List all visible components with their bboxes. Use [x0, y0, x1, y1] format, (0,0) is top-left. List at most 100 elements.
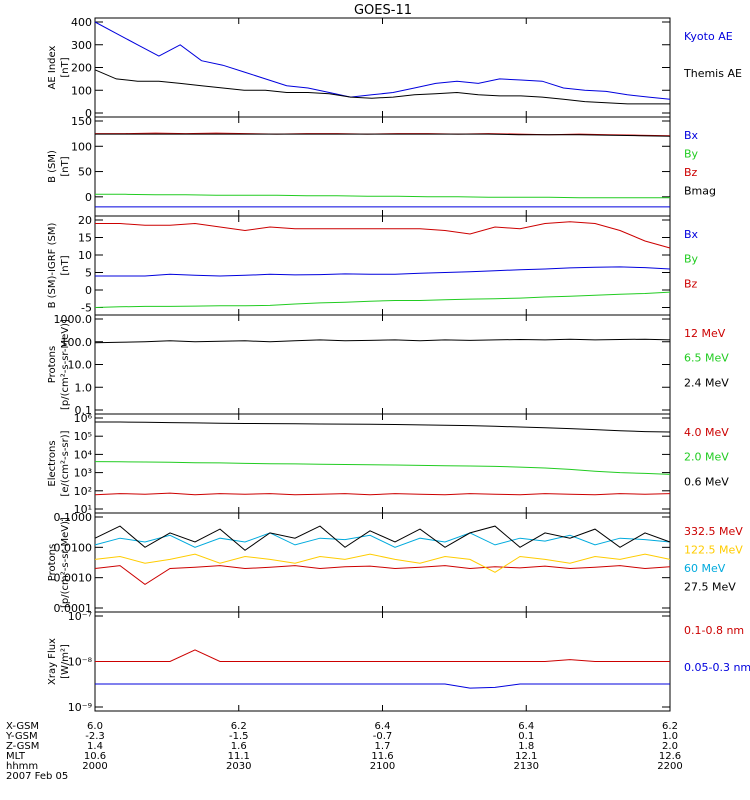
- y-tick-label-4-1: 10²: [74, 485, 92, 498]
- footer-value-0-1: 6.2: [231, 721, 247, 732]
- footer-value-1-2: -0.7: [373, 731, 393, 742]
- footer-value-4-0: 2000: [82, 761, 107, 772]
- footer-value-4-2: 2100: [370, 761, 395, 772]
- legend-label-5-1: 122.5 MeV: [684, 543, 743, 556]
- legend-label-3-1: 6.5 MeV: [684, 352, 729, 365]
- y-tick-label-3-2: 10.0: [68, 359, 93, 372]
- footer-value-0-0: 6.0: [87, 721, 103, 732]
- footer-value-4-1: 2030: [226, 761, 251, 772]
- series-line-4-0: [94, 492, 671, 496]
- panel-frame-2: [94, 215, 671, 316]
- y-tick-label-2-5: 20: [78, 214, 92, 227]
- panel-frame-3: [94, 314, 671, 415]
- y-tick-label-1-0: 0: [85, 191, 92, 204]
- y-tick-label-0-3: 300: [71, 39, 92, 52]
- y-axis-label-0-0: AE Index: [47, 45, 58, 89]
- y-axis-label-4-0: Electrons: [47, 440, 58, 486]
- legend-label-4-1: 2.0 MeV: [684, 451, 729, 464]
- legend-label-5-2: 60 MeV: [684, 562, 726, 575]
- y-axis-label-1-0: B (SM): [47, 150, 58, 183]
- y-axis-label-1-1: [nT]: [60, 156, 71, 176]
- y-tick-label-6-1: 10⁻⁸: [68, 656, 93, 669]
- footer-value-3-3: 12.1: [515, 751, 537, 762]
- series-line-3-2: [94, 338, 671, 344]
- y-axis-label-0-1: [nT]: [60, 57, 71, 77]
- y-axis-label-2-0: B (SM)-IGRF (SM): [47, 223, 58, 309]
- chart-title: GOES-11: [354, 3, 412, 18]
- y-tick-label-5-0: 0.0001: [54, 602, 93, 615]
- footer-value-1-3: 0.1: [518, 731, 534, 742]
- footer-row-label-1: Y-GSM: [5, 731, 38, 742]
- legend-label-2-0: Bx: [684, 228, 699, 241]
- y-tick-label-2-2: 5: [85, 267, 92, 280]
- y-axis-label-3-0: Protons: [47, 346, 58, 383]
- y-tick-label-3-4: 1000.0: [54, 313, 93, 326]
- panel-frame-1: [94, 116, 671, 217]
- series-line-6-1: [95, 683, 670, 689]
- footer-value-1-4: 1.0: [662, 731, 678, 742]
- y-tick-label-3-1: 1.0: [75, 381, 93, 394]
- y-tick-label-2-0: -5: [81, 302, 92, 315]
- footer-value-0-3: 6.4: [518, 721, 534, 732]
- legend-label-1-0: Bx: [684, 129, 699, 142]
- y-tick-label-1-2: 100: [71, 140, 92, 153]
- series-line-1-3: [95, 133, 671, 137]
- y-tick-label-6-2: 10⁻⁷: [68, 610, 92, 623]
- y-tick-label-0-4: 400: [71, 16, 92, 29]
- series-line-5-1: [94, 553, 671, 573]
- y-tick-label-2-3: 10: [78, 249, 92, 262]
- y-tick-label-2-1: 0: [85, 284, 92, 297]
- legend-label-2-1: By: [684, 253, 699, 266]
- legend-label-5-0: 332.5 MeV: [684, 525, 743, 538]
- series-line-2-2: [95, 221, 671, 249]
- y-tick-label-3-3: 100.0: [61, 336, 93, 349]
- y-tick-label-0-1: 100: [71, 84, 92, 97]
- footer-value-3-1: 11.1: [228, 751, 250, 762]
- footer-row-label-0: X-GSM: [6, 721, 39, 732]
- series-line-2-1: [94, 291, 671, 308]
- legend-label-3-2: 2.4 MeV: [684, 376, 729, 389]
- y-tick-label-1-1: 50: [78, 166, 92, 179]
- legend-label-4-2: 0.6 MeV: [684, 475, 729, 488]
- legend-label-0-0: Kyoto AE: [684, 30, 733, 43]
- y-tick-label-3-0: 0.1: [75, 404, 93, 417]
- footer-value-3-0: 10.6: [84, 751, 106, 762]
- series-line-0-1: [94, 69, 670, 105]
- legend-label-6-1: 0.05-0.3 nm: [684, 661, 750, 674]
- series-line-5-3: [94, 525, 671, 551]
- y-tick-label-4-0: 10¹: [74, 503, 92, 516]
- y-tick-label-1-3: 150: [71, 115, 92, 128]
- footer-value-0-4: 6.2: [662, 721, 678, 732]
- legend-label-3-0: 12 MeV: [684, 327, 726, 340]
- footer-value-4-4: 2200: [657, 761, 682, 772]
- y-tick-label-0-0: 0: [85, 107, 92, 120]
- y-axis-label-4-1: [e/(cm²-s-sr)]: [60, 430, 71, 496]
- footer-row-label-4: hhmm: [6, 761, 38, 772]
- footer-row-label-2: Z-GSM: [6, 741, 39, 752]
- legend-label-0-1: Themis AE: [683, 67, 742, 80]
- legend-label-1-1: By: [684, 147, 699, 160]
- series-line-4-2: [95, 421, 671, 433]
- series-line-5-2: [94, 532, 671, 548]
- y-axis-label-3-1: [p/(cm²-s-sr-MeV)]: [60, 319, 71, 410]
- legend-label-2-2: Bz: [684, 277, 698, 290]
- y-axis-label-6-0: Xray Flux: [47, 638, 58, 685]
- y-axis-label-2-1: [nT]: [60, 255, 71, 275]
- y-axis-label-5-1: [p/(cm²-s-sr-MeV)]: [60, 517, 71, 608]
- legend-label-4-0: 4.0 MeV: [684, 426, 729, 439]
- footer-value-0-2: 6.4: [375, 721, 391, 732]
- footer-value-1-1: -1.5: [229, 731, 249, 742]
- y-tick-label-5-3: 0.1000: [54, 511, 93, 524]
- y-tick-label-5-1: 0.0010: [54, 572, 93, 585]
- y-tick-label-6-0: 10⁻⁹: [68, 701, 92, 714]
- panel-frame-0: [94, 17, 671, 118]
- y-tick-label-4-4: 10⁵: [74, 430, 92, 443]
- y-tick-label-2-4: 15: [78, 232, 92, 245]
- series-line-2-0: [95, 266, 671, 277]
- footer-value-2-0: 1.4: [87, 741, 103, 752]
- legend-label-5-3: 27.5 MeV: [684, 581, 736, 594]
- y-axis-label-6-1: [W/m²]: [60, 644, 71, 679]
- footer-value-4-3: 2130: [514, 761, 539, 772]
- footer-value-2-3: 1.8: [518, 741, 534, 752]
